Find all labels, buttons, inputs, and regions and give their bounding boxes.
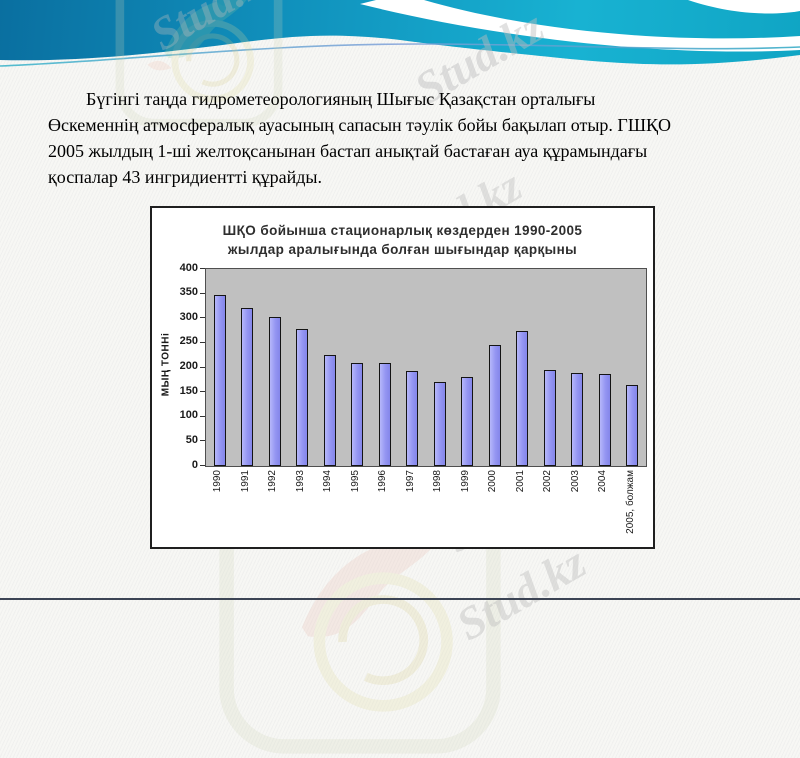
y-tick-label: 400	[179, 261, 198, 274]
x-tick-label: 1993	[294, 470, 306, 493]
bar-1993	[296, 329, 309, 466]
x-tick-label: 2005, болжам	[624, 470, 636, 534]
y-tick-label: 250	[179, 335, 198, 348]
x-tick-label: 1990	[212, 470, 224, 493]
y-tick-mark	[200, 440, 205, 441]
bar-1999	[461, 377, 474, 466]
y-tick-label: 300	[179, 310, 198, 323]
y-tick-label: 100	[179, 409, 198, 422]
x-tick-label: 1995	[349, 470, 361, 493]
x-tick-label: 1997	[404, 470, 416, 493]
bar-1992	[268, 317, 281, 466]
y-tick-mark	[200, 317, 205, 318]
bar-1990	[213, 295, 226, 466]
y-tick-label: 50	[185, 433, 198, 446]
y-tick-mark	[200, 465, 205, 466]
x-tick-label: 1992	[267, 470, 279, 493]
body-text: Бүгінгі таңда гидрометеорологияның Шығыс…	[48, 86, 756, 190]
body-text-line: 2005 жылдың 1-ші желтоқсанынан бастап ан…	[48, 141, 648, 161]
y-tick-mark	[200, 293, 205, 294]
x-tick-label: 2001	[514, 470, 526, 493]
y-tick-label: 200	[179, 360, 198, 372]
body-text-line: Бүгінгі таңда гидрометеорологияның Шығыс…	[86, 89, 596, 109]
bar-1996	[378, 363, 391, 466]
bar-1994	[323, 355, 336, 466]
chart-title-line: жылдар аралығында болған шығындар қарқын…	[227, 242, 578, 257]
y-tick-mark	[200, 416, 205, 417]
bottom-border-line	[0, 598, 800, 600]
y-tick-mark	[200, 342, 205, 343]
x-tick-label: 1991	[239, 470, 251, 493]
x-tick-label: 2003	[569, 470, 581, 493]
chart-title: ШҚО бойынша стационарлық көздерден 1990-…	[152, 221, 653, 259]
y-tick-label: 0	[191, 458, 198, 471]
x-tick-label: 1994	[322, 470, 334, 493]
bar-2005-болжам	[626, 385, 639, 466]
plot-area	[205, 268, 647, 467]
y-tick-mark	[200, 367, 205, 368]
bar-1998	[433, 382, 446, 466]
x-tick-label: 1996	[377, 470, 389, 493]
y-tick-mark	[200, 391, 205, 392]
header-wave-decoration	[0, 0, 800, 67]
bar-2000	[488, 345, 501, 466]
body-text-line: қоспалар 43 ингридиентті құрайды.	[48, 167, 322, 187]
x-tick-label: 1998	[432, 470, 444, 493]
chart-title-line: ШҚО бойынша стационарлық көздерден 1990-…	[222, 223, 583, 238]
bar-1997	[406, 371, 419, 466]
x-tick-label: 2002	[542, 470, 554, 493]
watermark-text: Stud.kz	[448, 536, 595, 651]
bar-2004	[598, 374, 611, 466]
x-tick-label: 2004	[597, 470, 609, 493]
wave-accent-line	[0, 43, 800, 67]
x-tick-label: 2000	[487, 470, 499, 493]
body-text-line: Өскеменнің атмосфералық ауасының сапасын…	[48, 115, 672, 135]
bar-chart: ШҚО бойынша стационарлық көздерден 1990-…	[150, 206, 655, 549]
wave-band	[0, 0, 800, 65]
y-tick-label: 350	[179, 286, 198, 299]
bar-1995	[351, 363, 364, 466]
bar-2003	[571, 373, 584, 466]
bar-2002	[543, 370, 556, 466]
y-tick-label: 150	[179, 384, 198, 397]
bar-2001	[516, 331, 529, 466]
y-tick-mark	[200, 268, 205, 269]
wave-white-swoosh	[360, 0, 800, 52]
x-tick-label: 1999	[459, 470, 471, 493]
bar-1991	[241, 308, 254, 466]
wave-white-notch	[688, 0, 800, 14]
